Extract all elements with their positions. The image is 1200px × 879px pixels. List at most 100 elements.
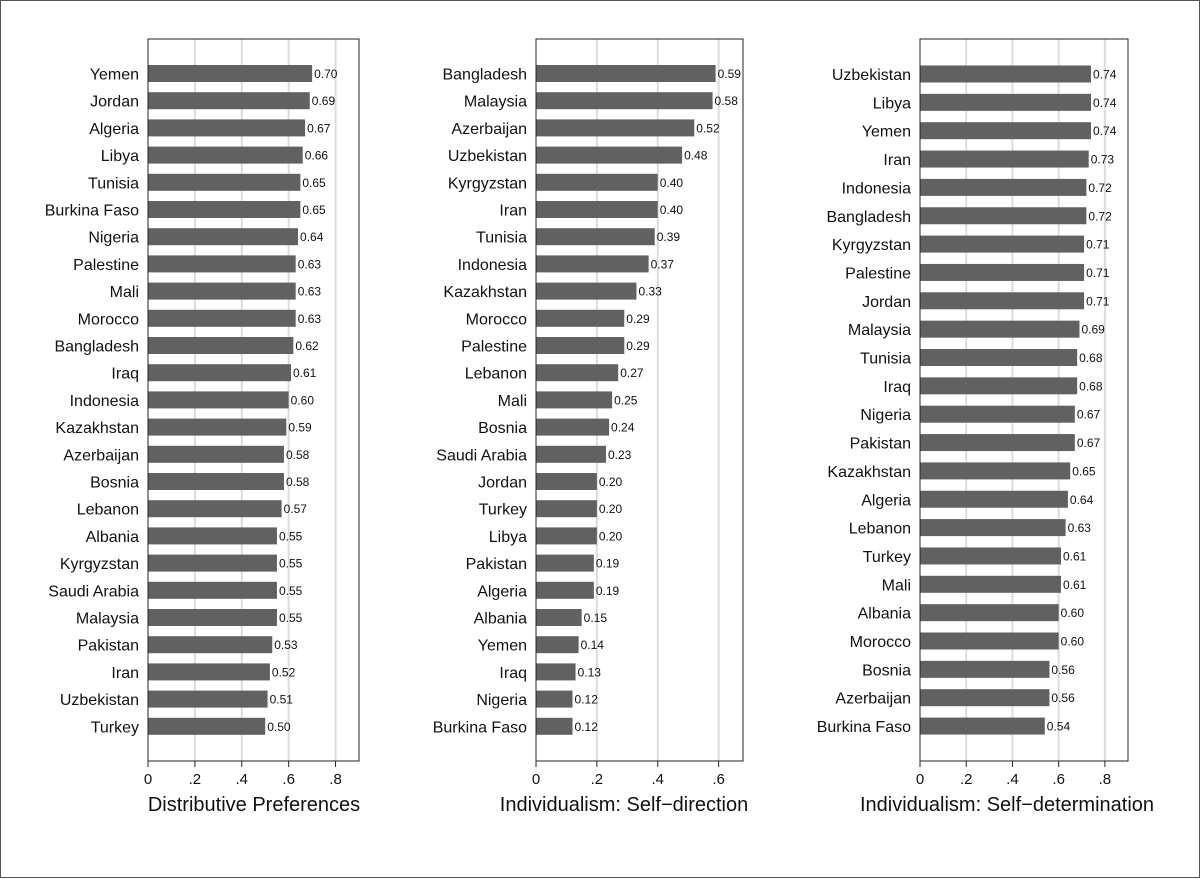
panel-3-tick-label: .6 — [1052, 771, 1065, 788]
panel-2-bar — [536, 636, 579, 654]
panel-3-category-label: Lebanon — [849, 521, 911, 538]
panel-1-bar — [148, 636, 273, 654]
panel-1-category-label: Bosnia — [90, 475, 139, 492]
panel-2-category-label: Malaysia — [464, 94, 527, 111]
panel-3-value-label: 0.72 — [1088, 209, 1112, 223]
panel-3-tick-label: 0 — [916, 771, 924, 788]
panel-1-bar — [148, 418, 287, 436]
panel-2-plot-frame — [535, 38, 744, 762]
panel-3-category-label: Azerbaijan — [835, 691, 911, 708]
panel-2-category-label: Albania — [474, 611, 527, 628]
panel-3-category-label: Burkina Faso — [817, 719, 911, 736]
panel-3-bar — [920, 320, 1080, 338]
panel-1-bar — [148, 609, 277, 626]
panel-2-value-label: 0.29 — [626, 312, 650, 326]
panel-3-bar — [920, 349, 1078, 366]
panel-2-value-label: 0.52 — [696, 121, 720, 135]
panel-2-category-label: Bosnia — [478, 420, 527, 437]
panel-1-bar — [148, 717, 266, 735]
panel-2-bar — [536, 500, 597, 518]
panel-3-bar — [920, 122, 1092, 140]
panel-2-tick-label: 0 — [532, 771, 540, 788]
panel-2-bar — [536, 717, 573, 735]
panel-2-bar — [536, 228, 655, 246]
panel-1-bar — [148, 337, 294, 354]
panel-3-category-label: Turkey — [863, 549, 911, 566]
panel-2-category-label: Yemen — [478, 638, 527, 655]
panel-2-category-label: Libya — [489, 529, 527, 546]
panel-2-bar — [536, 609, 582, 626]
panel-2-value-label: 0.19 — [596, 584, 620, 598]
panel-2-bar — [536, 391, 613, 409]
panel-1-category-label: Turkey — [91, 719, 139, 736]
panel-3-category-label: Iran — [883, 152, 911, 169]
panel-1-value-label: 0.63 — [298, 285, 322, 299]
panel-2-category-label: Bangladesh — [442, 67, 527, 84]
panel-1-tick-label: 0 — [144, 771, 152, 788]
panel-2-category-label: Morocco — [466, 311, 527, 328]
panel-3-category-label: Kazakhstan — [827, 464, 911, 481]
panel-1-category-label: Lebanon — [77, 502, 139, 519]
panel-3-tick-label: .8 — [1099, 771, 1112, 788]
panel-2-bar — [536, 364, 619, 382]
panel-3-bar — [920, 207, 1087, 225]
panel-1-bar — [148, 228, 299, 246]
panel-1-category-label: Iraq — [111, 366, 139, 383]
panel-2-category-label: Nigeria — [476, 692, 527, 709]
panel-1-plot-frame — [147, 38, 360, 762]
panel-2-bar — [536, 554, 594, 572]
panel-2-bar — [536, 418, 610, 436]
panel-3-value-label: 0.60 — [1061, 635, 1085, 649]
panel-1-category-label: Tunisia — [88, 175, 139, 192]
panel-1-value-label: 0.55 — [279, 557, 303, 571]
panel-3-category-label: Bosnia — [862, 662, 911, 679]
panel-1-bar — [148, 65, 313, 82]
panel-2-bar — [536, 65, 716, 82]
panel-2-bar — [536, 527, 597, 545]
panel-1-bar — [148, 173, 301, 191]
panel-2-value-label: 0.59 — [718, 67, 742, 81]
panel-3-value-label: 0.71 — [1086, 294, 1110, 308]
panel-3-value-label: 0.61 — [1063, 549, 1087, 563]
panel-2-category-label: Jordan — [478, 475, 527, 492]
panel-2-category-label: Kyrgyzstan — [448, 175, 527, 192]
panel-2-bar — [536, 690, 573, 708]
panel-1-value-label: 0.59 — [288, 421, 312, 435]
panel-1-category-label: Azerbaijan — [63, 447, 139, 464]
panel-2-x-axis-title: Individualism: Self−direction — [500, 794, 748, 816]
panel-3-category-label: Albania — [858, 606, 911, 623]
panel-1-category-label: Yemen — [90, 67, 139, 84]
panel-2-value-label: 0.37 — [651, 257, 675, 271]
panel-3-bar — [920, 717, 1045, 735]
panel-1-value-label: 0.58 — [286, 448, 310, 462]
panel-3-category-label: Nigeria — [860, 407, 911, 424]
panel-2-bar — [536, 255, 649, 273]
panel-2-value-label: 0.12 — [575, 693, 599, 707]
panel-3-bar — [920, 604, 1059, 622]
panel-3-value-label: 0.71 — [1086, 238, 1110, 252]
panel-3-value-label: 0.56 — [1051, 691, 1075, 705]
panel-3-category-label: Yemen — [862, 124, 911, 141]
panel-2-value-label: 0.33 — [638, 285, 662, 299]
panel-3-bar — [920, 377, 1078, 395]
panel-1-value-label: 0.70 — [314, 67, 338, 81]
panel-1-category-label: Pakistan — [78, 638, 139, 655]
panel-1-tick-label: .4 — [236, 771, 249, 788]
panel-1-tick-label: .6 — [282, 771, 295, 788]
panel-2-value-label: 0.29 — [626, 339, 650, 353]
panel-3-bar — [920, 235, 1085, 253]
panel-1-value-label: 0.52 — [272, 665, 296, 679]
panel-3-value-label: 0.74 — [1093, 96, 1117, 110]
panel-1-category-label: Palestine — [73, 257, 139, 274]
panel-1-x-axis-title: Distributive Preferences — [148, 794, 360, 816]
panel-3-bar — [920, 660, 1050, 678]
panel-1-bar — [148, 527, 277, 545]
panel-3-category-label: Tunisia — [860, 351, 911, 368]
panel-3-category-label: Indonesia — [842, 180, 911, 197]
panel-2-tick-label: .6 — [712, 771, 725, 788]
panel-3-value-label: 0.74 — [1093, 124, 1117, 138]
panel-3-value-label: 0.61 — [1063, 578, 1087, 592]
panel-1-value-label: 0.61 — [293, 366, 317, 380]
panel-3-value-label: 0.74 — [1093, 68, 1117, 82]
panel-2-category-label: Algeria — [477, 583, 527, 600]
